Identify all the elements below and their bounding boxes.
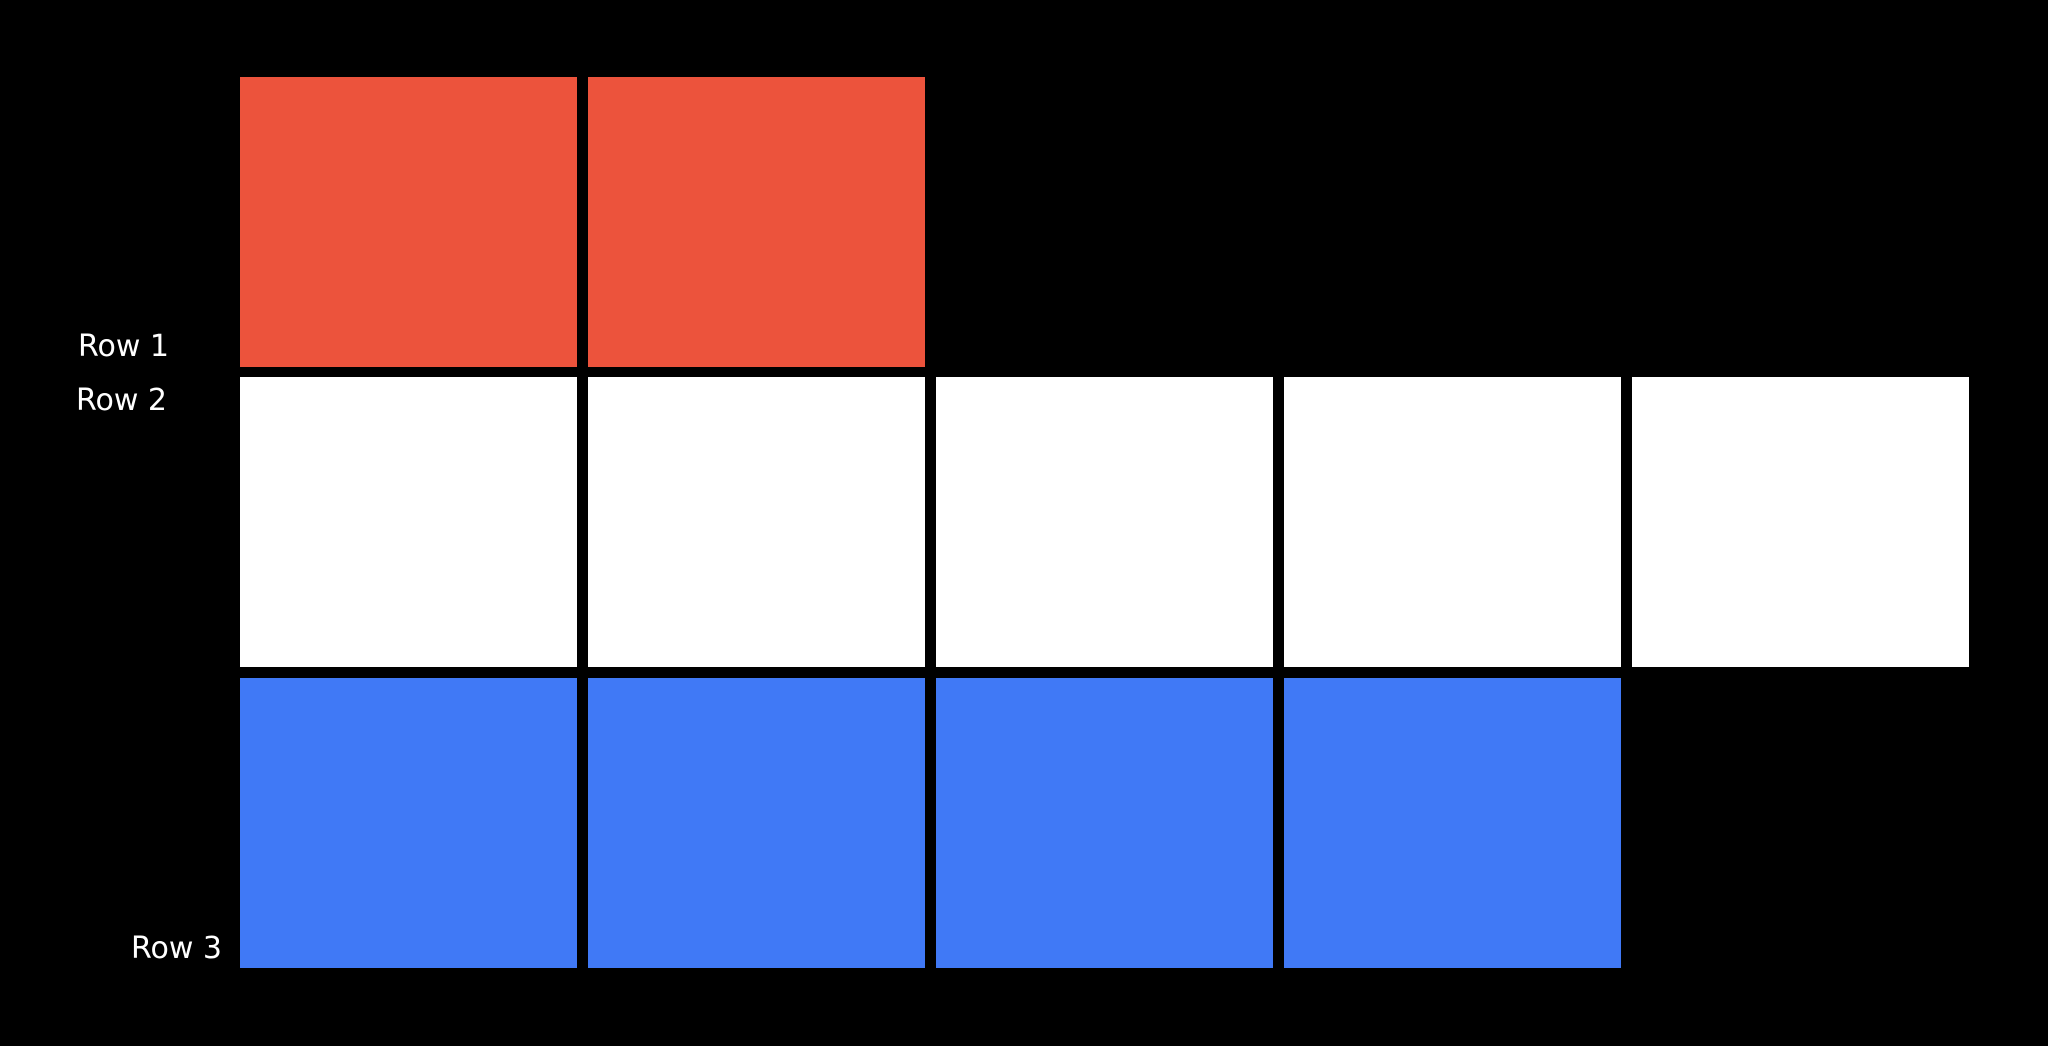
row-2-cell-5 <box>1632 377 1969 667</box>
row-3-label: Row 3 <box>131 931 223 966</box>
row-1-cell-2 <box>588 77 925 367</box>
row-1-label: Row 1 <box>78 329 170 364</box>
row-2-cell-1 <box>240 377 577 667</box>
row-2-cell-2 <box>588 377 925 667</box>
row-1-cell-1 <box>240 77 577 367</box>
row-2-cell-4 <box>1284 377 1621 667</box>
row-3-cell-3 <box>936 678 1273 968</box>
row-2-cell-3 <box>936 377 1273 667</box>
row-3-cell-4 <box>1284 678 1621 968</box>
row-3-cell-1 <box>240 678 577 968</box>
row-3-cell-2 <box>588 678 925 968</box>
row-2-label: Row 2 <box>76 383 168 418</box>
